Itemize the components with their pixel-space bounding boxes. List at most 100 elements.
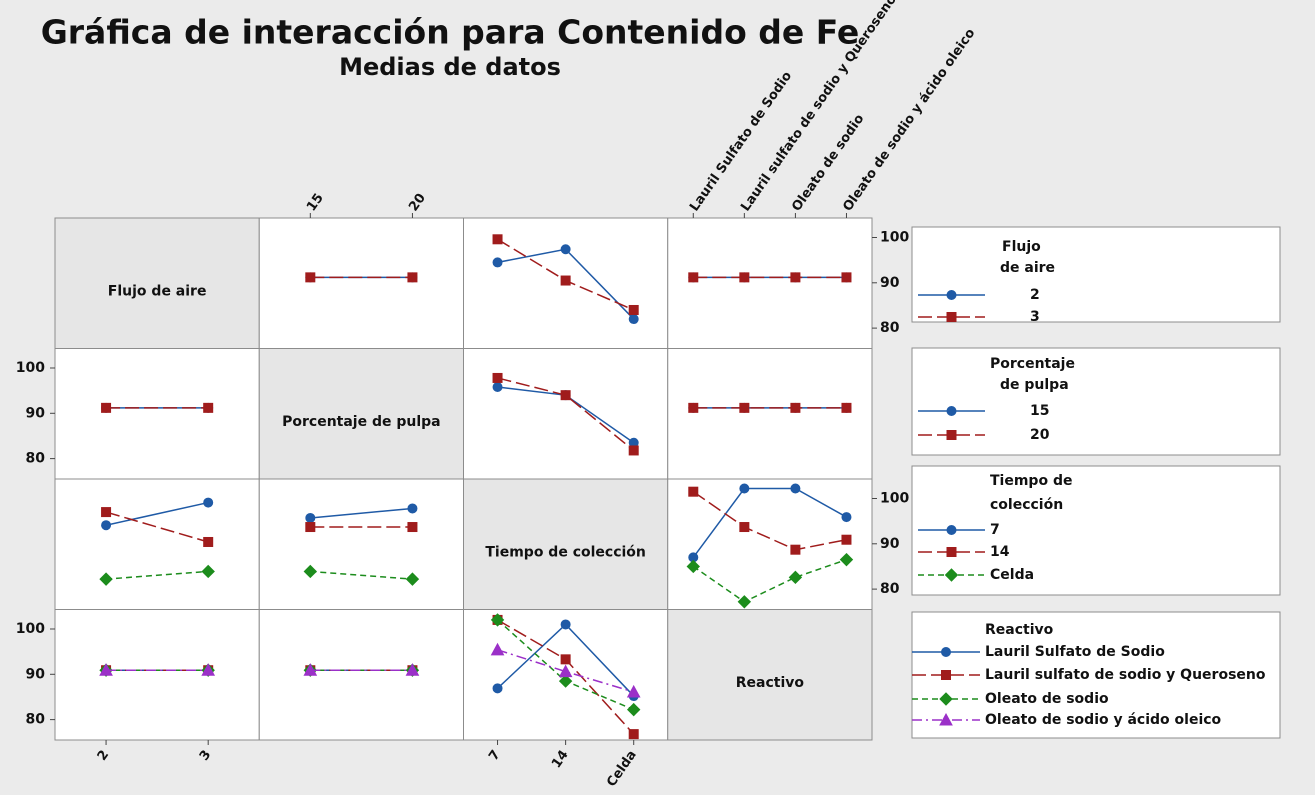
legend-marker: [946, 312, 957, 322]
trace-line: [692, 491, 847, 551]
legend-title: Flujo: [1002, 239, 1041, 255]
legend-marker: [939, 692, 953, 706]
legend-label: Lauril Sulfato de Sodio: [985, 644, 1165, 660]
marker: [490, 642, 505, 656]
marker: [627, 702, 641, 717]
legend-marker: [946, 406, 957, 416]
trace-line: [310, 570, 413, 580]
marker: [790, 402, 801, 413]
marker: [688, 402, 699, 413]
marker: [626, 684, 641, 698]
y-tick-label: 100: [16, 360, 45, 376]
legend-box: [911, 347, 1281, 456]
marker: [490, 613, 505, 627]
legend-marker: [946, 525, 957, 535]
marker: [739, 522, 750, 533]
panel: [258, 478, 464, 610]
marker: [492, 234, 503, 245]
legend-marker: [946, 547, 957, 557]
marker: [203, 497, 214, 508]
marker: [407, 522, 418, 533]
marker: [492, 382, 503, 393]
legend-marker: [939, 712, 953, 726]
marker: [492, 372, 503, 383]
marker: [558, 664, 573, 678]
marker: [739, 402, 750, 413]
marker: [628, 314, 639, 325]
y-tick-label: 100: [880, 229, 909, 245]
marker: [101, 402, 112, 413]
legend-title: Tiempo de: [990, 473, 1072, 489]
trace-line: [692, 558, 847, 603]
marker: [560, 244, 571, 255]
marker: [405, 572, 420, 586]
legend-label: 20: [1030, 427, 1050, 443]
panel: [667, 217, 873, 349]
marker: [407, 272, 418, 283]
marker: [558, 674, 573, 688]
marker: [405, 663, 420, 676]
factor-cell: [463, 478, 669, 610]
y-tick-label: 80: [26, 712, 46, 728]
marker: [305, 512, 316, 523]
marker: [560, 654, 571, 665]
marker: [628, 729, 639, 740]
marker: [99, 572, 113, 586]
y-tick-label: 80: [880, 320, 900, 336]
y-tick-label: 90: [26, 405, 46, 421]
legend-title: de pulpa: [1000, 377, 1069, 393]
marker: [101, 520, 112, 531]
panel: [258, 217, 464, 349]
legend-box: [911, 226, 1281, 323]
marker: [560, 390, 571, 401]
marker: [303, 663, 318, 676]
y-tick-label: 100: [880, 490, 909, 506]
marker: [790, 544, 801, 555]
marker: [686, 559, 700, 574]
marker: [739, 483, 750, 494]
legend: Porcentaje de pulpa 15 20: [911, 347, 1281, 456]
legend-label: Oleato de sodio: [985, 691, 1109, 707]
marker: [839, 552, 854, 567]
legend-label: Oleato de sodio y ácido oleico: [985, 712, 1222, 728]
marker: [203, 402, 214, 413]
marker: [841, 272, 852, 283]
y-tick-label: 90: [880, 536, 900, 552]
trace-line: [497, 649, 634, 693]
chart-title: Gráfica de interacción para Contenido de…: [41, 13, 860, 52]
marker: [303, 564, 318, 579]
marker: [788, 570, 803, 585]
factor-name: Reactivo: [736, 675, 805, 691]
marker: [101, 507, 112, 518]
y-tick-label: 90: [880, 275, 900, 291]
y-tick-label: 80: [26, 451, 46, 467]
legend-label: Celda: [990, 567, 1034, 583]
legend-marker: [941, 670, 951, 680]
marker: [407, 503, 418, 514]
legend-title: de aire: [1000, 260, 1055, 276]
panel: [54, 348, 260, 480]
y-tick-label: 80: [880, 581, 900, 597]
legend-marker: [941, 647, 951, 657]
marker: [560, 619, 571, 630]
panel: [463, 348, 669, 480]
marker: [305, 522, 316, 533]
legend-marker: [944, 568, 959, 582]
marker: [203, 536, 214, 547]
marker: [628, 445, 639, 456]
legend-title: Reactivo: [985, 622, 1054, 638]
marker: [305, 272, 316, 283]
legend-label: Lauril sulfato de sodio y Queroseno: [985, 667, 1266, 683]
panel: [667, 348, 873, 480]
marker: [201, 663, 216, 676]
factor-name: Porcentaje de pulpa: [282, 414, 441, 430]
legend-title: colección: [990, 497, 1063, 513]
legend: Flujo de aire 2 3: [911, 226, 1281, 325]
factor-cell: [258, 348, 464, 480]
legend-title: Porcentaje: [990, 356, 1075, 372]
factor-name: Tiempo de colección: [485, 544, 646, 560]
marker: [739, 272, 750, 283]
marker: [790, 272, 801, 283]
marker: [688, 486, 699, 497]
